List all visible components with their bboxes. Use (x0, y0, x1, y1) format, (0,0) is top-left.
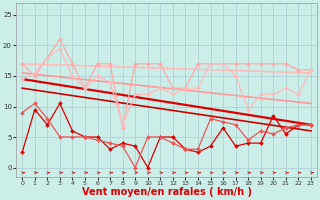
X-axis label: Vent moyen/en rafales ( km/h ): Vent moyen/en rafales ( km/h ) (82, 187, 252, 197)
